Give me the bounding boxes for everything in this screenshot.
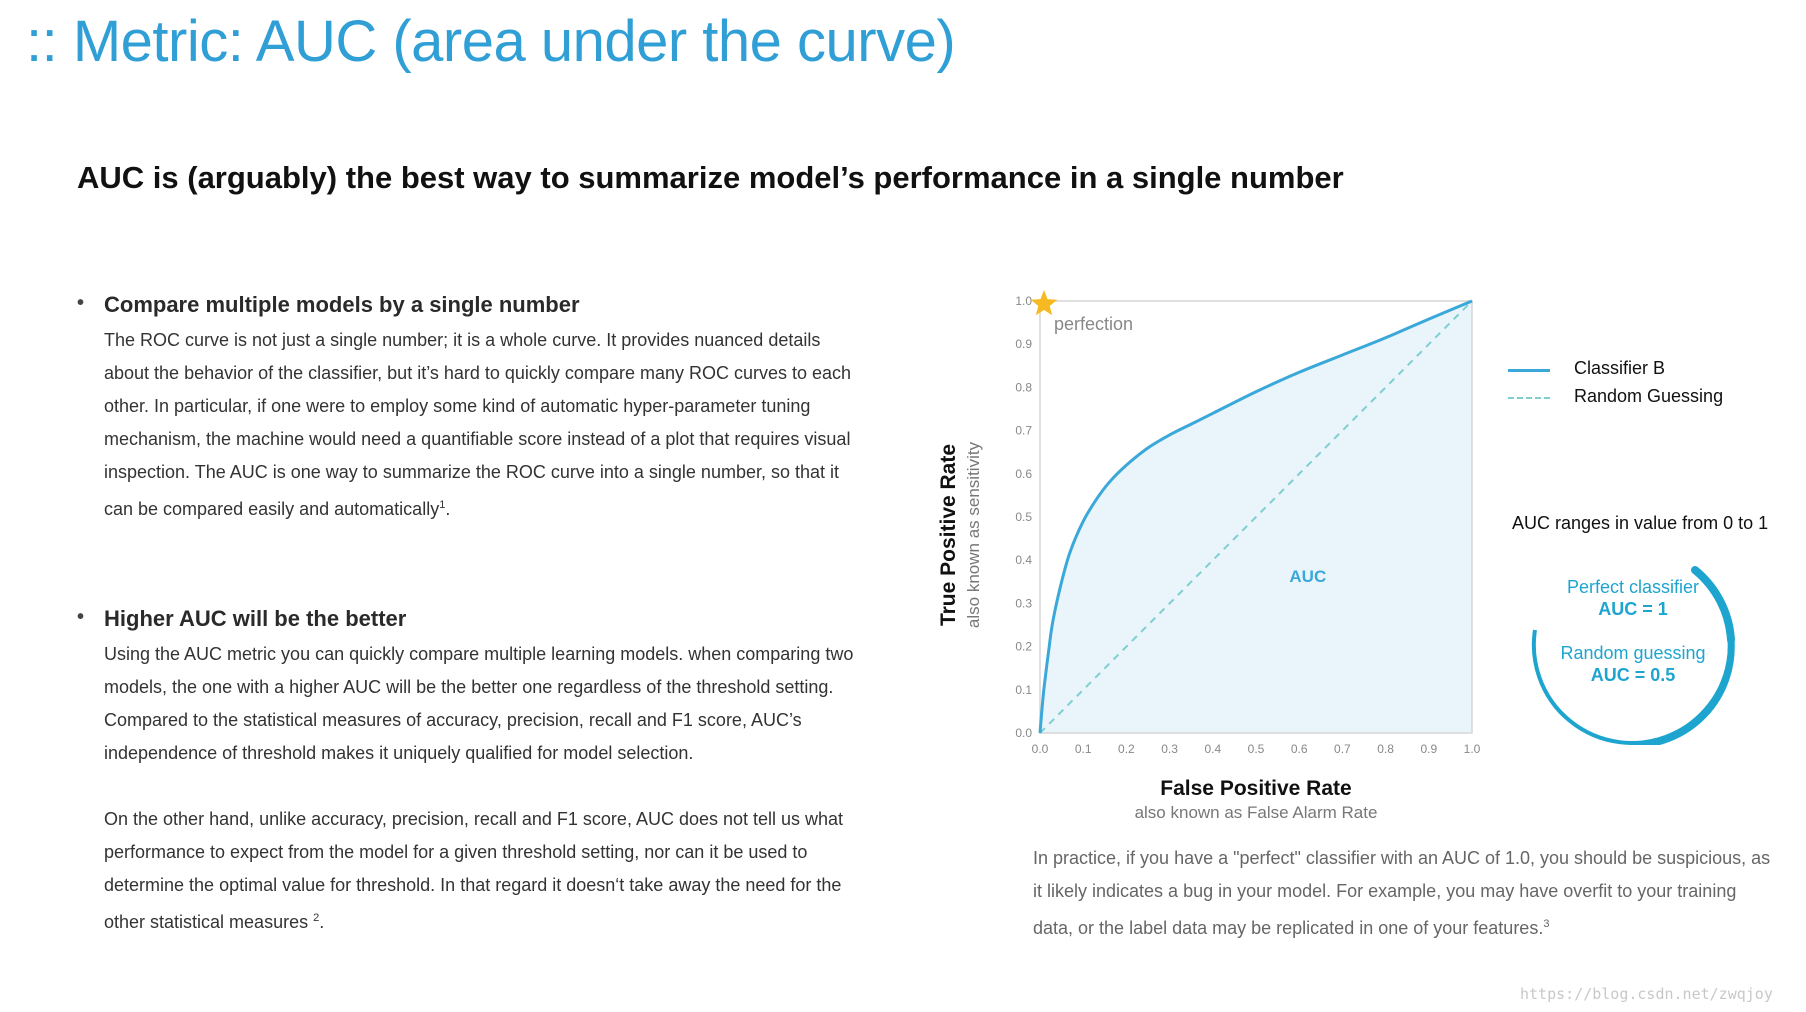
y-tick-label: 0.3: [1015, 596, 1032, 610]
series-random-guessing: [1039, 300, 1473, 734]
y-tick-label: 0.0: [1015, 726, 1032, 740]
chart-legend: Classifier B Random Guessing: [1508, 358, 1788, 414]
y-tick-label: 0.6: [1015, 467, 1032, 481]
circle-arc-icon: [1531, 566, 1735, 745]
x-tick-label: 0.0: [1032, 742, 1049, 756]
y-tick-label: 0.5: [1015, 510, 1032, 524]
roc-chart-svg: 0.0 0.1 0.2 0.3 0.4 0.5 0.6 0.7 0.8 0.9 1.0 0.0 0.1 0…: [937, 290, 1481, 822]
x-tick-label: 0.2: [1118, 742, 1135, 756]
x-tick-label: 0.9: [1420, 742, 1437, 756]
dashed-line-swatch-icon: [1508, 397, 1550, 399]
perfect-classifier-label: Perfect classifier: [1566, 577, 1700, 597]
perfect-classifier-value: AUC = 1: [1598, 599, 1668, 619]
series-classifier-b: [1038, 299, 1473, 734]
practice-note: In practice, if you have a "perfect" cla…: [1033, 848, 1771, 938]
bullet-section-compare: • Compare multiple models by a single num…: [77, 292, 867, 526]
bullet-dot-icon: •: [77, 292, 85, 314]
y-axis-title: True Positive Rate: [937, 444, 960, 626]
x-tick-label: 0.8: [1377, 742, 1394, 756]
y-tick-label: 0.4: [1015, 553, 1032, 567]
watermark: https://blog.csdn.net/zwqjoy: [1520, 985, 1773, 1003]
x-tick-label: 0.5: [1248, 742, 1265, 756]
y-tick-label: 0.1: [1015, 683, 1032, 697]
roc-chart: 0.0 0.1 0.2 0.3 0.4 0.5 0.6 0.7 0.8 0.9 1.0 0.0 0.1 0…: [925, 285, 1515, 825]
y-tick-label: 0.8: [1015, 380, 1032, 394]
x-tick-label: 1.0: [1464, 742, 1481, 756]
star-icon: [1030, 290, 1058, 316]
random-guessing-value: AUC = 0.5: [1590, 665, 1676, 685]
legend-item-classifier-b: Classifier B: [1508, 358, 1788, 386]
random-guessing-label: Random guessing: [1560, 643, 1706, 663]
page-title: :: Metric: AUC (area under the curve): [26, 9, 956, 74]
legend-label: Random Guessing: [1574, 386, 1724, 406]
perfection-label: perfection: [1054, 314, 1133, 334]
x-tick-label: 0.6: [1291, 742, 1308, 756]
x-tick-label: 0.1: [1075, 742, 1092, 756]
plot-frame: [1039, 300, 1473, 734]
y-tick-label: 0.7: [1015, 424, 1032, 438]
x-tick-label: 0.7: [1334, 742, 1351, 756]
page-subtitle: AUC is (arguably) the best way to summar…: [77, 160, 1344, 195]
bullet-heading: • Higher AUC will be the better: [77, 606, 407, 631]
bullet-paragraph: On the other hand, unlike accuracy, prec…: [104, 809, 844, 932]
bullet-section-higher-auc: • Higher AUC will be the better Using the…: [77, 606, 867, 939]
auc-range-circle: Perfect classifier AUC = 1 Random guessi…: [1520, 555, 1746, 745]
bullet-dot-icon: •: [77, 606, 85, 628]
legend-item-random-guessing: Random Guessing: [1508, 386, 1788, 414]
auc-area-label: AUC: [1289, 567, 1326, 586]
y-tick-label: 0.2: [1015, 640, 1032, 654]
y-tick-label: 1.0: [1015, 294, 1032, 308]
footnote-marker: 1: [439, 499, 446, 511]
footnote-marker: 2: [313, 912, 320, 924]
x-axis-subtitle: also known as False Alarm Rate: [1135, 803, 1378, 822]
solid-line-swatch-icon: [1508, 369, 1550, 372]
x-tick-label: 0.3: [1161, 742, 1178, 756]
y-axis-subtitle: also known as sensitivity: [964, 441, 983, 628]
bullet-heading: • Compare multiple models by a single num…: [77, 292, 580, 317]
legend-label: Classifier B: [1574, 358, 1666, 378]
x-axis-title: False Positive Rate: [1160, 777, 1351, 800]
bullet-paragraph: Using the AUC metric you can quickly com…: [104, 644, 854, 763]
auc-range-text: AUC ranges in value from 0 to 1: [1512, 513, 1769, 533]
y-tick-label: 0.9: [1015, 337, 1032, 351]
footnote-marker: 3: [1543, 918, 1550, 930]
bullet-paragraph: The ROC curve is not just a single numbe…: [104, 330, 852, 519]
x-tick-label: 0.4: [1204, 742, 1221, 756]
